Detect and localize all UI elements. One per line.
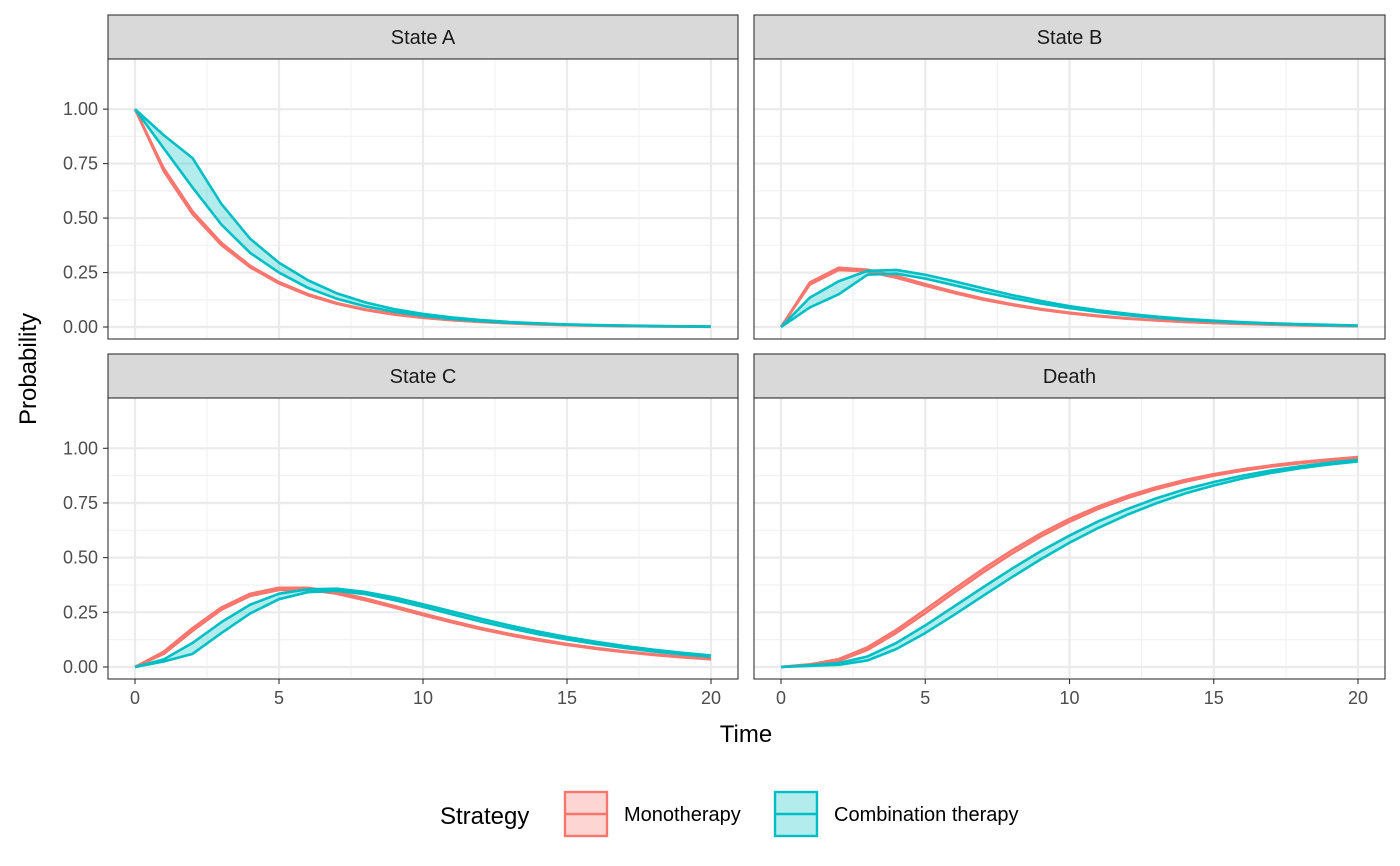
- facet-title: State A: [391, 27, 456, 49]
- y-tick-label: 0.25: [63, 263, 98, 283]
- facet-panel-4: Death 0 5 10 15 20: [753, 353, 1386, 708]
- lower-line-monotherapy: [134, 588, 712, 669]
- y-axis-title: Probability: [15, 313, 42, 425]
- y-tick-label: 0.00: [63, 657, 98, 677]
- legend-item-monotherapy: Monotherapy: [563, 790, 741, 838]
- x-tick-label: 15: [1204, 688, 1224, 708]
- y-tick-label: 1.00: [63, 438, 98, 458]
- y-tick-label: 0.75: [63, 154, 98, 174]
- facet-title: State B: [1037, 27, 1103, 49]
- y-tick-label: 0.00: [63, 317, 98, 337]
- x-tick-label: 10: [1059, 688, 1079, 708]
- legend-label: Monotherapy: [624, 804, 741, 826]
- facet-strip: [107, 14, 739, 60]
- lower-line-combination-therapy: [133, 108, 712, 328]
- panel-border: [753, 58, 1386, 340]
- y-tick-label: 0.25: [63, 602, 98, 622]
- facet-panel-3: State C 0.00 0.25 0.50 0.75 1.00 0 5 10 15 20: [63, 353, 739, 708]
- panels-layer: State A 0.00 0.25 0.50 0.75 1.00 State B State …: [63, 14, 1386, 708]
- facet-strip: [107, 353, 739, 399]
- gridlines: [754, 59, 1385, 339]
- legend: Strategy Monotherapy Combination therapy: [440, 790, 1019, 838]
- legend-items: Monotherapy Combination therapy: [563, 790, 1019, 838]
- y-tick-label: 0.50: [63, 548, 98, 568]
- lower-line-combination-therapy: [780, 460, 1359, 669]
- lower-line-combination-therapy: [780, 272, 1359, 329]
- y-tick-label: 0.75: [63, 493, 98, 513]
- y-tick-label: 0.50: [63, 208, 98, 228]
- x-tick-label: 5: [274, 688, 284, 708]
- panel-border: [107, 58, 739, 340]
- gridlines: [754, 398, 1385, 679]
- x-tick-label: 5: [920, 688, 930, 708]
- y-tick-label: 1.00: [63, 99, 98, 119]
- x-axis-title: Time: [720, 721, 772, 748]
- lower-line-monotherapy: [780, 456, 1359, 669]
- lower-line-combination-therapy: [134, 589, 712, 669]
- x-tick-label: 20: [701, 688, 721, 708]
- x-tick-label: 10: [413, 688, 433, 708]
- facet-title: Death: [1043, 366, 1096, 388]
- legend-title: Strategy: [440, 803, 529, 830]
- legend-item-combination-therapy: Combination therapy: [773, 790, 1019, 838]
- upper-line-combination-therapy: [780, 458, 1359, 669]
- facet-title: State C: [390, 366, 457, 388]
- x-tick-label: 0: [776, 688, 786, 708]
- upper-line-combination-therapy: [134, 587, 712, 669]
- x-tick-label: 15: [557, 688, 577, 708]
- legend-label: Combination therapy: [834, 804, 1019, 826]
- facet-strip: [753, 14, 1386, 60]
- facet-panel-1: State A 0.00 0.25 0.50 0.75 1.00: [63, 14, 739, 340]
- x-tick-label: 20: [1348, 688, 1368, 708]
- x-tick-label: 0: [130, 688, 140, 708]
- facet-panel-2: State B: [753, 14, 1386, 340]
